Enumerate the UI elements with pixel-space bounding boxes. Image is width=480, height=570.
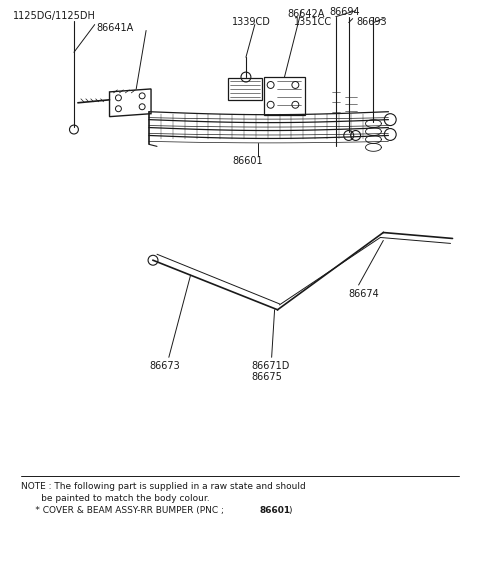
Text: 86642A: 86642A (288, 9, 325, 19)
Text: 86601: 86601 (232, 156, 263, 166)
Text: * COVER & BEAM ASSY-RR BUMPER (PNC ;: * COVER & BEAM ASSY-RR BUMPER (PNC ; (21, 506, 226, 515)
Text: 86693: 86693 (357, 17, 387, 27)
Text: NOTE : The following part is supplied in a raw state and should: NOTE : The following part is supplied in… (21, 482, 305, 491)
Text: 1125DG/1125DH: 1125DG/1125DH (12, 11, 96, 21)
Bar (264, 77, 305, 115)
Text: be painted to match the body colour.: be painted to match the body colour. (21, 494, 209, 503)
Text: 86601: 86601 (260, 506, 291, 515)
Text: 86675: 86675 (252, 372, 283, 382)
Text: 86674: 86674 (349, 289, 380, 299)
Text: 86694: 86694 (329, 7, 360, 17)
Text: 1351CC: 1351CC (294, 17, 333, 27)
Text: 86673: 86673 (149, 361, 180, 371)
Text: ): ) (288, 506, 292, 515)
Text: 1339CD: 1339CD (232, 17, 271, 27)
Text: 86641A: 86641A (96, 23, 134, 32)
Text: 86671D: 86671D (252, 361, 290, 371)
